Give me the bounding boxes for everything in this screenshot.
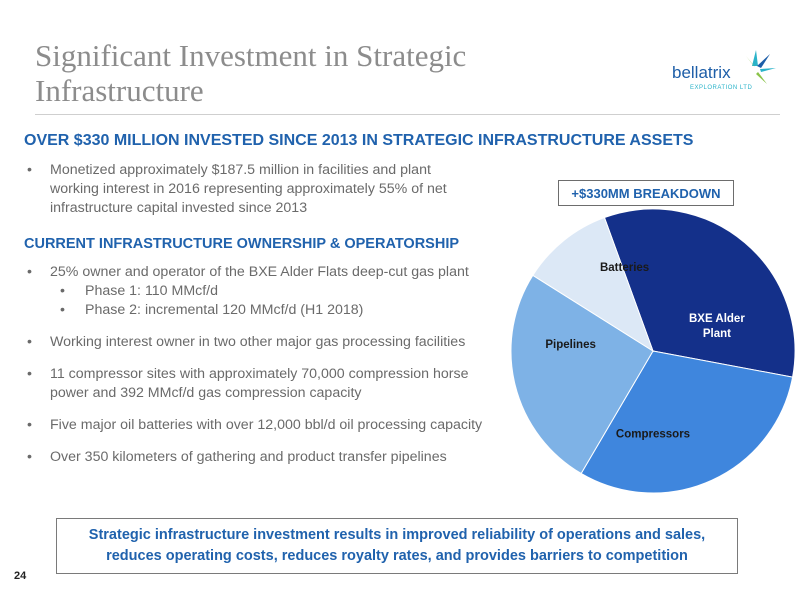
star-burst-icon — [746, 50, 776, 84]
page-number: 24 — [14, 570, 27, 582]
sub-bullet: Phase 1: 110 MMcf/d — [50, 282, 510, 301]
intro-bullet: Monetized approximately $187.5 million i… — [20, 161, 460, 218]
sub-bullet: Phase 2: incremental 120 MMcf/d (H1 2018… — [50, 301, 510, 320]
ownership-bullet-text: 25% owner and operator of the BXE Alder … — [50, 264, 469, 280]
pie-label-bxe-alder-plant: BXE Alder Plant — [689, 313, 745, 340]
bellatrix-logo: bellatrix EXPLORATION LTD — [670, 46, 780, 96]
ownership-bullet: Working interest owner in two other majo… — [20, 333, 510, 352]
infrastructure-pie-chart: BXE Alder Plant Compressors Pipelines Batter… — [510, 208, 796, 494]
title-divider — [35, 114, 780, 115]
pie-label-pipelines: Pipelines — [545, 339, 596, 351]
ownership-bullet: Over 350 kilometers of gathering and pro… — [20, 448, 510, 467]
ownership-bullet: 25% owner and operator of the BXE Alder … — [20, 263, 510, 320]
ownership-bullet: Five major oil batteries with over 12,00… — [20, 416, 510, 435]
section-heading: CURRENT INFRASTRUCTURE OWNERSHIP & OPERA… — [24, 236, 460, 252]
headline: OVER $330 MILLION INVESTED SINCE 2013 IN… — [24, 132, 694, 149]
pie-slice-bxe-alder-plant — [603, 208, 796, 378]
callout-line: reduces operating costs, reduces royalty… — [106, 548, 688, 564]
breakdown-label: +$330MM BREAKDOWN — [558, 180, 734, 206]
pie-label-compressors: Compressors — [616, 428, 690, 440]
pie-slice-compressors — [580, 350, 794, 494]
slide-title: Significant Investment in Strategic Infr… — [35, 38, 467, 108]
logo-wordmark: bellatrix — [672, 63, 731, 82]
sub-bullet-list: Phase 1: 110 MMcf/d Phase 2: incremental… — [50, 282, 510, 320]
callout-box: Strategic infrastructure investment resu… — [56, 518, 738, 574]
ownership-bullet-list: 25% owner and operator of the BXE Alder … — [20, 263, 510, 480]
pie-slice-pipelines — [510, 274, 654, 475]
intro-bullet-list: Monetized approximately $187.5 million i… — [20, 161, 460, 218]
ownership-bullet: 11 compressor sites with approximately 7… — [20, 365, 510, 403]
logo-tagline: EXPLORATION LTD — [690, 85, 752, 91]
pie-label-batteries: Batteries — [600, 262, 649, 274]
callout-line: Strategic infrastructure investment resu… — [88, 527, 706, 543]
pie-slice-batteries — [532, 216, 654, 353]
